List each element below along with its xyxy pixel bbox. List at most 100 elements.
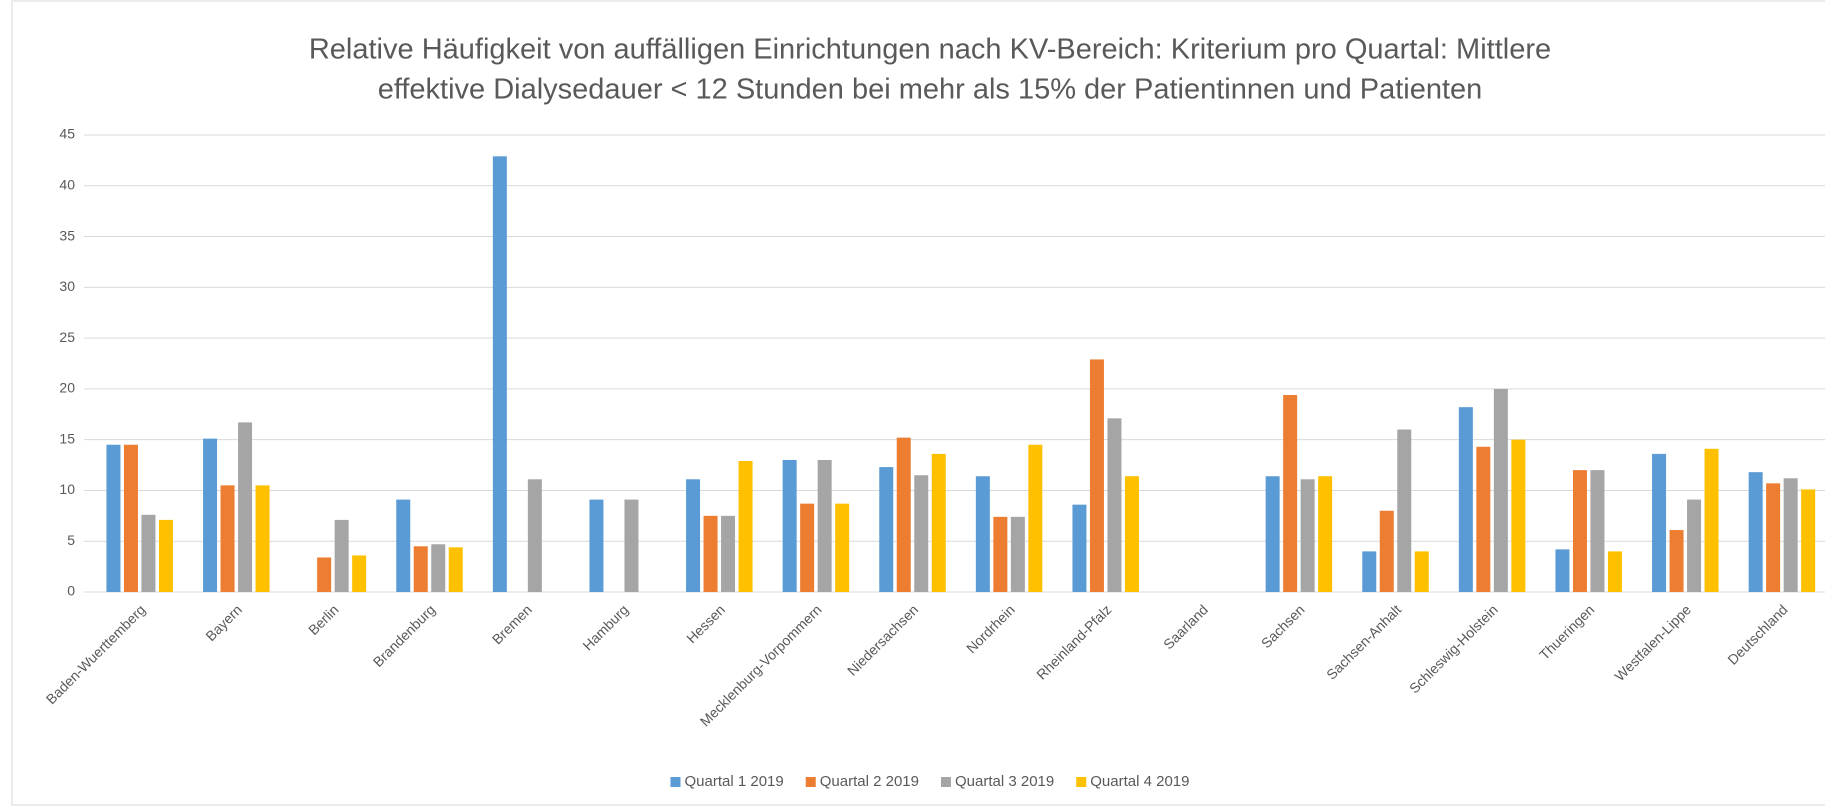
chart-title: effektive Dialysedauer < 12 Stunden bei … [378,74,1483,106]
x-tick-label: Schleswig-Holstein [1406,601,1501,696]
y-tick-label: 0 [67,583,75,599]
bar [1555,549,1570,592]
bar [238,422,253,592]
bar [527,479,542,592]
bar [1300,479,1315,592]
y-tick-label: 45 [59,126,75,142]
bar [492,156,507,592]
bar [448,547,463,592]
bar [1318,476,1333,592]
x-tick-label: Berlin [305,601,342,638]
bar [352,555,367,592]
bar [879,467,894,592]
bar [1283,394,1298,592]
bar [1010,516,1025,592]
bar [396,499,411,592]
legend-swatch [805,777,816,787]
bar [1748,472,1763,592]
bar [703,515,718,592]
bar [1801,489,1816,592]
bar [1379,510,1394,592]
legend-label: Quartal 3 2019 [955,773,1054,790]
bar [1362,551,1377,592]
chart-frame [11,0,1825,806]
x-tick-label: Hessen [683,601,728,646]
bar [220,485,235,592]
bar [931,453,946,592]
bar [1572,470,1587,592]
bar [413,546,428,592]
bar [993,516,1008,592]
bar [1607,551,1622,592]
legend-swatch [1076,777,1087,787]
x-tick-label: Bremen [489,601,535,647]
bar [1089,359,1104,592]
bar [1028,444,1043,592]
y-tick-label: 20 [59,380,75,396]
bar [1397,429,1412,592]
bar [835,503,850,592]
bar [158,519,173,592]
bar [686,479,701,592]
x-tick-label: Nordrhein [963,601,1018,656]
bar [1783,478,1798,592]
bar [1652,453,1667,592]
bar [738,460,753,592]
bar [317,557,332,592]
bar [1476,446,1491,592]
bar [624,499,639,592]
y-tick-label: 35 [59,227,75,243]
bar [589,499,604,592]
x-tick-label: Niedersachsen [844,601,921,678]
bar [1511,439,1526,592]
bar [1124,476,1139,592]
bar [1265,476,1280,592]
bar [1704,448,1719,592]
x-tick-label: Rheinland-Pfalz [1033,601,1114,682]
legend-label: Quartal 4 2019 [1090,773,1189,790]
x-tick-label: Westfalen-Lippe [1611,601,1694,684]
bar [1458,407,1473,592]
bar [203,438,218,592]
legend-label: Quartal 1 2019 [685,773,784,790]
x-tick-label: Sachsen [1258,601,1308,651]
x-tick-label: Deutschland [1724,601,1790,667]
bar [123,444,138,592]
bar [106,444,121,592]
bar [1414,551,1429,592]
legend: Quartal 1 2019 Quartal 2 2019 Quartal 3 20… [670,773,1190,790]
y-tick-label: 5 [67,532,75,548]
bar [431,544,446,592]
legend-label: Quartal 2 2019 [820,773,919,790]
bar [817,459,832,592]
bar [334,519,349,592]
chart-title: Relative Häufigkeit von auffälligen Einr… [309,34,1551,66]
bar [1072,504,1087,592]
bar [975,476,990,592]
bar [1107,418,1122,592]
x-tick-label: Sachsen-Anhalt [1323,601,1404,682]
bar [800,503,815,592]
x-tick-label: Saarland [1160,601,1211,652]
bar [1766,483,1781,592]
bar [1669,530,1684,592]
bar [255,485,270,592]
y-tick-label: 15 [59,430,75,446]
y-tick-label: 25 [59,329,75,345]
x-tick-label: Hamburg [579,601,631,653]
bar [1493,388,1508,592]
x-tick-label: Thueringen [1536,601,1597,662]
legend-swatch [941,777,951,787]
x-tick-label: Bayern [202,601,245,644]
y-tick-label: 40 [59,176,75,192]
x-tick-label: Baden-Wuerttemberg [43,601,149,707]
x-tick-label: Brandenburg [370,601,439,670]
bar [1590,470,1605,592]
bar [721,515,736,592]
bar [782,459,797,592]
y-tick-label: 30 [59,278,75,294]
bar [141,514,156,592]
legend-swatch [670,777,681,787]
bar [896,437,911,592]
